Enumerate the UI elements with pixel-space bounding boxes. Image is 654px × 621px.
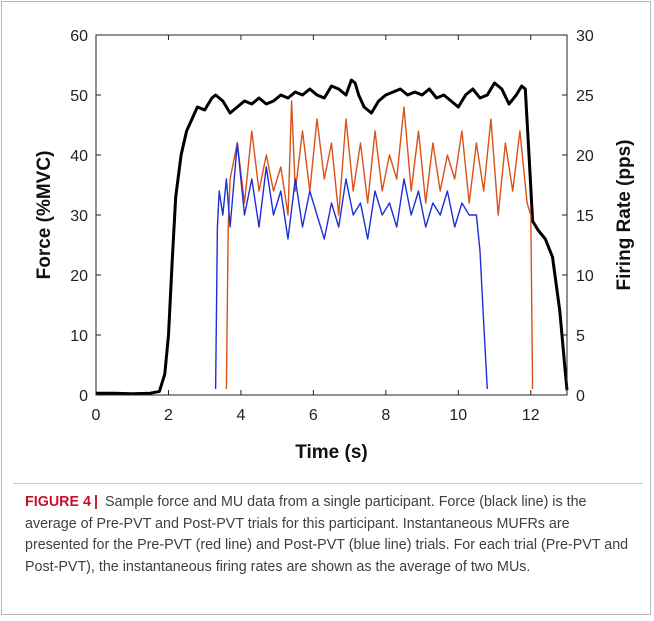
- x-tick-label: 6: [309, 407, 318, 424]
- y-axis-left-label: Force (%MVC): [34, 151, 55, 280]
- tick-labels: 0 2 4 6 8 10 12 0 10 20 30 40 50 60 0 5 10 15 20 25 30: [70, 28, 594, 424]
- x-tick-label: 4: [236, 407, 245, 424]
- chart: 0 2 4 6 8 10 12 0 10 20 30 40 50 60 0 5 10 15 20 25 30 Time …: [34, 28, 635, 463]
- y-right-tick-label: 0: [576, 388, 585, 405]
- y-axis-right-label: Firing Rate (pps): [614, 140, 635, 291]
- y-left-tick-label: 60: [70, 28, 88, 45]
- plot-box: [95, 34, 568, 396]
- y-right-tick-label: 15: [576, 208, 594, 225]
- y-left-tick-label: 20: [70, 268, 88, 285]
- series-group: [96, 78, 569, 396]
- plot-border: [95, 34, 568, 396]
- y-right-tick-label: 10: [576, 268, 594, 285]
- y-left-tick-label: 40: [70, 148, 88, 165]
- series-line-post_pvt_blue: [214, 142, 488, 390]
- x-tick-label: 10: [449, 407, 467, 424]
- series-line-pre_pvt_red: [225, 100, 534, 390]
- series-line-force: [96, 78, 569, 396]
- y-right-tick-label: 30: [576, 28, 594, 45]
- x-tick-label: 8: [381, 407, 390, 424]
- y-right-tick-label: 5: [576, 328, 585, 345]
- y-right-tick-label: 25: [576, 88, 594, 105]
- caption-divider: [13, 483, 643, 484]
- figure-caption: FIGURE 4 | Sample force and MU data from …: [25, 492, 637, 578]
- y-left-tick-label: 0: [79, 388, 88, 405]
- x-tick-label: 0: [92, 407, 101, 424]
- x-axis-label: Time (s): [295, 442, 368, 463]
- caption-text: Sample force and MU data from a single p…: [25, 494, 629, 575]
- y-left-tick-label: 10: [70, 328, 88, 345]
- caption-separator: |: [93, 494, 98, 510]
- caption-label: FIGURE 4: [25, 494, 91, 510]
- x-tick-label: 12: [522, 407, 540, 424]
- y-left-tick-label: 30: [70, 208, 88, 225]
- y-right-tick-label: 20: [576, 148, 594, 165]
- x-tick-label: 2: [164, 407, 173, 424]
- y-left-tick-label: 50: [70, 88, 88, 105]
